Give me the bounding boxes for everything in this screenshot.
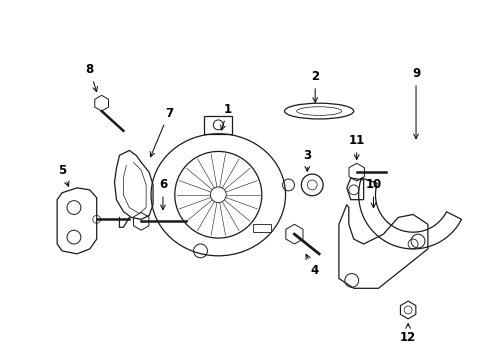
Text: 5: 5 (58, 164, 69, 186)
Bar (252, 224, 270, 232)
Text: 3: 3 (303, 149, 311, 171)
Text: 7: 7 (150, 107, 173, 157)
Text: 2: 2 (310, 70, 319, 102)
Text: 4: 4 (305, 255, 318, 277)
Text: 10: 10 (365, 179, 381, 208)
Text: 9: 9 (411, 67, 419, 139)
Bar (204, 116, 232, 134)
Text: 1: 1 (220, 103, 232, 130)
Text: 6: 6 (159, 179, 167, 210)
Text: 12: 12 (399, 324, 415, 344)
Text: 8: 8 (85, 63, 97, 92)
Text: 11: 11 (348, 134, 364, 159)
